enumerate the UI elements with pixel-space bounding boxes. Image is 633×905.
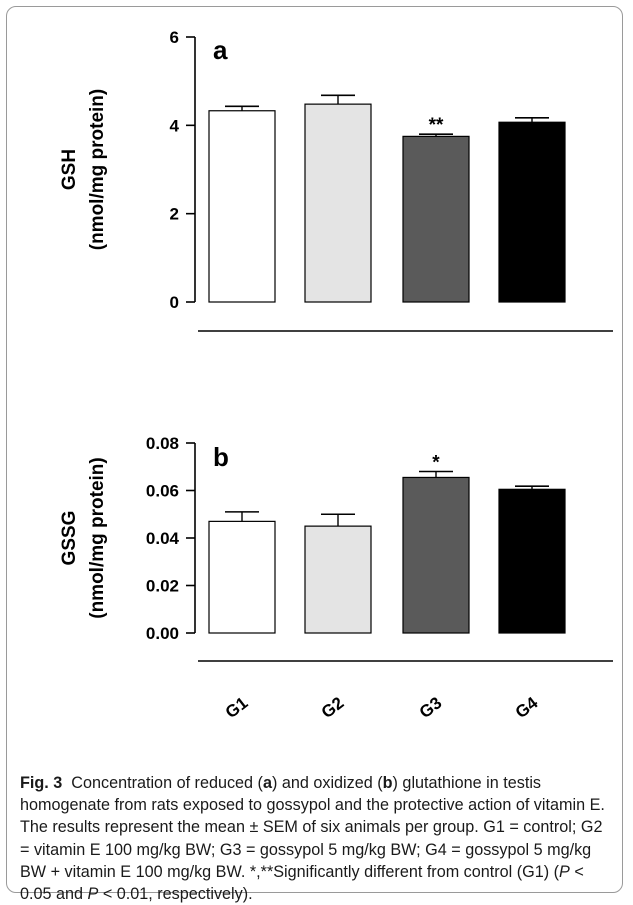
caption-text-5: < 0.01, respectively).	[98, 885, 253, 904]
chart-b-bar-G3	[402, 476, 470, 634]
chart-b-bar-G4	[498, 488, 566, 634]
caption-p-symbol-1: P	[559, 862, 570, 881]
chart-b-y-axis-title: GSSG	[59, 511, 80, 566]
figure-caption: Fig. 3 Concentration of reduced (a) and …	[20, 772, 616, 905]
caption-text-2: ) and oxidized (	[271, 774, 383, 792]
chart-a-bar-G3	[402, 135, 470, 303]
chart-a-significance-mark: **	[429, 115, 444, 136]
chart-b-y-axis-unit: (nmol/mg protein)	[87, 457, 108, 618]
x-tick-label-G2: G2	[318, 693, 348, 722]
chart-b-bar-G1	[208, 520, 276, 634]
chart-b-y-tick-label: 0.02	[146, 577, 179, 596]
chart-a-y-tick-label: 4	[170, 116, 180, 135]
caption-panel-b: b	[382, 774, 393, 792]
caption-panel-a: a	[262, 774, 272, 792]
x-tick-label-G3: G3	[416, 693, 446, 722]
caption-text-3: ) glutathione in testis homogenate from …	[20, 774, 605, 881]
chart-b-significance-mark: *	[432, 453, 440, 474]
chart-a-y-axis-unit: (nmol/mg protein)	[87, 89, 108, 250]
chart-b-y-tick-label: 0.06	[146, 482, 179, 501]
chart-a-y-axis-title: GSH	[59, 149, 80, 190]
chart-a-bar-G1	[208, 110, 276, 303]
chart-a-bar-G4	[498, 121, 566, 303]
x-tick-label-G1: G1	[222, 693, 252, 722]
figure-panels: 0 2 4 6 a GSH (nmol/mg protein) ** 0.00 0.02 0.04 0…	[59, 28, 613, 722]
chart-b-y-tick-label: 0.00	[146, 624, 179, 643]
chart-a-y-tick-label: 2	[170, 205, 179, 224]
caption-text-1: Concentration of reduced (	[71, 774, 263, 792]
caption-p-symbol-2: P	[87, 885, 99, 904]
chart-a-y-tick-label: 0	[170, 293, 179, 312]
chart-a-panel-letter: a	[213, 35, 228, 65]
chart-b-y-tick-label: 0.04	[146, 529, 180, 548]
chart-a-bar-G2	[304, 103, 372, 303]
chart-a-y-tick-label: 6	[170, 28, 179, 47]
x-tick-label-G4: G4	[512, 693, 542, 722]
chart-b-y-tick-label: 0.08	[146, 434, 179, 453]
caption-fig-label: Fig. 3	[20, 774, 63, 792]
caption-text-4: < 0.05 and	[20, 862, 584, 904]
chart-b-panel-letter: b	[213, 442, 229, 472]
chart-b-bar-G2	[304, 525, 372, 634]
